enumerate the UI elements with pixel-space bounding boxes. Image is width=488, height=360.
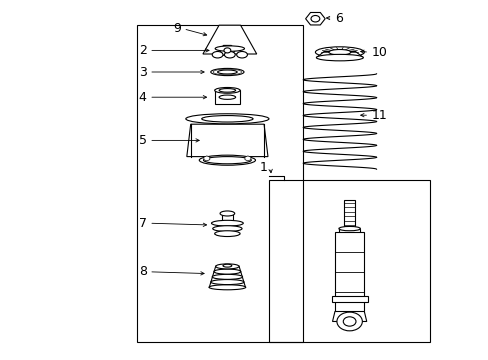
Circle shape	[310, 15, 319, 22]
Ellipse shape	[211, 220, 243, 226]
Bar	[331, 296, 367, 302]
Polygon shape	[332, 311, 366, 321]
Ellipse shape	[215, 46, 244, 51]
Text: 8: 8	[139, 265, 146, 278]
Ellipse shape	[338, 226, 360, 231]
Ellipse shape	[185, 114, 268, 124]
Bar	[268, 180, 429, 342]
Ellipse shape	[214, 231, 240, 237]
Bar	[214, 90, 240, 104]
Ellipse shape	[219, 95, 235, 99]
Ellipse shape	[201, 116, 253, 122]
Text: 4: 4	[139, 91, 146, 104]
Ellipse shape	[212, 226, 242, 231]
Text: 11: 11	[371, 109, 386, 122]
Polygon shape	[186, 124, 267, 157]
Text: 5: 5	[139, 134, 146, 147]
Text: 3: 3	[139, 66, 146, 78]
Ellipse shape	[224, 51, 235, 58]
Ellipse shape	[212, 51, 223, 58]
Circle shape	[224, 48, 230, 53]
Bar	[221, 214, 233, 223]
Ellipse shape	[210, 279, 244, 284]
Bar	[334, 232, 364, 311]
Text: 10: 10	[371, 46, 386, 59]
Bar	[344, 200, 354, 229]
Text: 7: 7	[139, 217, 146, 230]
Ellipse shape	[316, 54, 363, 61]
Ellipse shape	[214, 269, 240, 274]
Text: 9: 9	[173, 22, 181, 35]
Bar	[137, 25, 303, 342]
Ellipse shape	[328, 49, 350, 55]
Ellipse shape	[315, 47, 364, 58]
Ellipse shape	[220, 211, 234, 216]
Ellipse shape	[199, 155, 255, 165]
Ellipse shape	[217, 70, 237, 74]
Text: 1: 1	[260, 161, 267, 174]
Ellipse shape	[209, 285, 245, 290]
Ellipse shape	[214, 87, 240, 93]
Polygon shape	[203, 25, 256, 54]
Ellipse shape	[223, 264, 231, 267]
Circle shape	[336, 312, 362, 331]
Polygon shape	[316, 51, 363, 58]
Ellipse shape	[236, 51, 247, 58]
Ellipse shape	[203, 157, 251, 164]
Ellipse shape	[219, 89, 235, 92]
Text: 2: 2	[139, 44, 146, 57]
Ellipse shape	[212, 274, 242, 279]
Bar	[338, 229, 360, 233]
Ellipse shape	[210, 68, 244, 76]
Text: 6: 6	[334, 12, 342, 24]
Ellipse shape	[215, 264, 239, 269]
Circle shape	[343, 317, 355, 326]
